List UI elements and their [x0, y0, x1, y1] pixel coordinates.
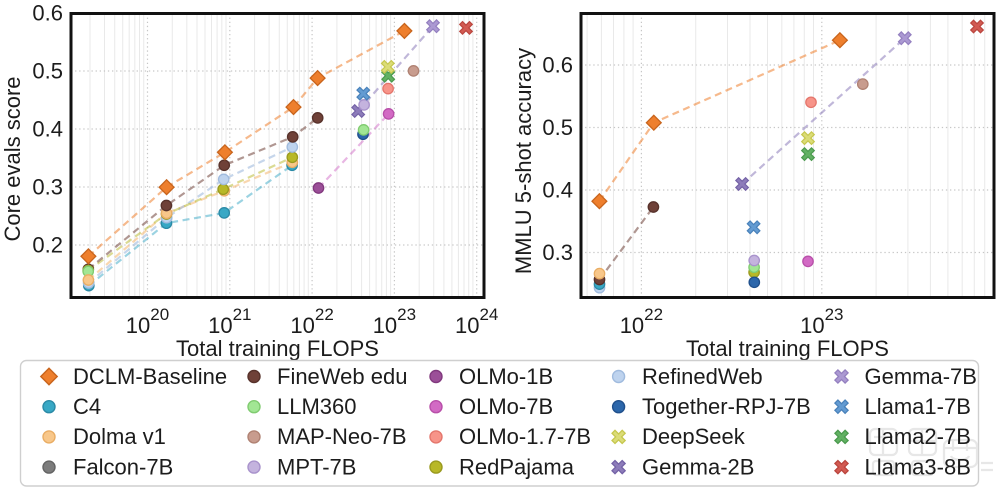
svg-text:0.2: 0.2: [32, 233, 63, 258]
svg-text:0.6: 0.6: [32, 1, 63, 26]
svg-text:Llama3-8B: Llama3-8B: [865, 454, 971, 479]
svg-text:Llama1-7B: Llama1-7B: [865, 394, 971, 419]
svg-text:1023: 1023: [800, 305, 843, 338]
svg-text:1021: 1021: [208, 305, 251, 338]
svg-text:Falcon-7B: Falcon-7B: [73, 454, 173, 479]
svg-text:DCLM-Baseline: DCLM-Baseline: [73, 364, 227, 389]
svg-text:C4: C4: [73, 394, 101, 419]
svg-text:Gemma-7B: Gemma-7B: [865, 364, 977, 389]
svg-text:RedPajama: RedPajama: [459, 454, 575, 479]
svg-text:1020: 1020: [126, 305, 169, 338]
svg-text:OLMo-1.7-7B: OLMo-1.7-7B: [459, 424, 591, 449]
svg-text:1023: 1023: [373, 305, 416, 338]
svg-text:1022: 1022: [290, 305, 333, 338]
svg-text:1022: 1022: [620, 305, 663, 338]
svg-text:0.4: 0.4: [32, 117, 63, 142]
svg-text:0.3: 0.3: [32, 175, 63, 200]
svg-text:Total training FLOPS: Total training FLOPS: [176, 336, 379, 361]
svg-text:Llama2-7B: Llama2-7B: [865, 424, 971, 449]
svg-text:MPT-7B: MPT-7B: [277, 454, 356, 479]
svg-text:MMLU 5-shot accuracy: MMLU 5-shot accuracy: [511, 48, 536, 274]
svg-text:0.5: 0.5: [32, 59, 63, 84]
svg-text:Core evals score: Core evals score: [0, 76, 25, 241]
svg-text:0.6: 0.6: [542, 53, 573, 78]
svg-text:Total training FLOPS: Total training FLOPS: [686, 336, 889, 361]
svg-text:OLMo-7B: OLMo-7B: [459, 394, 553, 419]
svg-text:0.3: 0.3: [542, 240, 573, 265]
svg-text:OLMo-1B: OLMo-1B: [459, 364, 553, 389]
svg-text:1024: 1024: [455, 305, 498, 338]
svg-text:Together-RPJ-7B: Together-RPJ-7B: [642, 394, 811, 419]
svg-text:RefinedWeb: RefinedWeb: [642, 364, 763, 389]
svg-text:FineWeb edu: FineWeb edu: [277, 364, 407, 389]
svg-text:LLM360: LLM360: [277, 394, 357, 419]
svg-text:DeepSeek: DeepSeek: [642, 424, 746, 449]
svg-text:0.5: 0.5: [542, 115, 573, 140]
svg-text:MAP-Neo-7B: MAP-Neo-7B: [277, 424, 407, 449]
svg-text:Gemma-2B: Gemma-2B: [642, 454, 754, 479]
svg-text:0.4: 0.4: [542, 178, 573, 203]
svg-text:Dolma v1: Dolma v1: [73, 424, 166, 449]
